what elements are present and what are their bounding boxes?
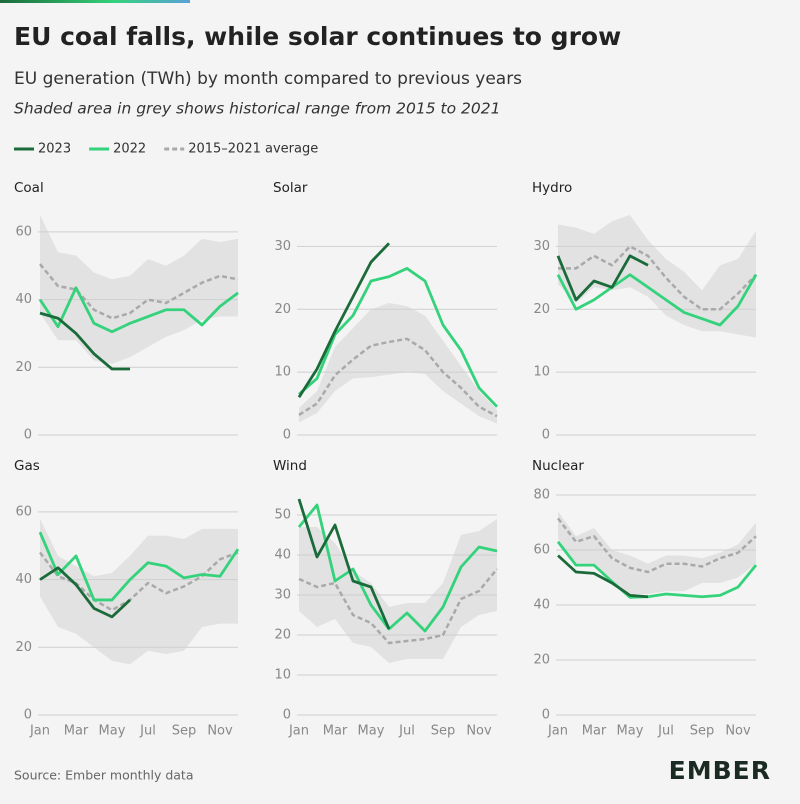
series-line bbox=[298, 267, 499, 408]
y-tick-label: 0 bbox=[283, 708, 291, 723]
title: EU coal falls, while solar continues to … bbox=[14, 22, 621, 51]
panel-title: Solar bbox=[273, 180, 308, 196]
legend-label: 2015–2021 average bbox=[188, 142, 318, 157]
series-line bbox=[557, 554, 649, 599]
historical-range bbox=[40, 518, 238, 665]
y-tick-label: 50 bbox=[274, 508, 291, 523]
x-tick-label: Nov bbox=[207, 724, 233, 739]
series-line bbox=[38, 531, 240, 602]
x-tick-label: May bbox=[358, 724, 385, 739]
panel-title: Nuclear bbox=[532, 458, 584, 474]
x-tick-label: Jan bbox=[288, 724, 309, 739]
x-tick-label: Jan bbox=[29, 724, 50, 739]
panel-title: Gas bbox=[14, 458, 40, 474]
x-tick-label: Jul bbox=[139, 724, 156, 739]
x-tick-label: Sep bbox=[431, 724, 456, 739]
panel-title: Hydro bbox=[532, 180, 572, 196]
x-tick-label: Mar bbox=[582, 724, 607, 739]
y-tick-label: 60 bbox=[15, 504, 32, 519]
historical-range bbox=[299, 303, 497, 424]
x-tick-label: Sep bbox=[690, 724, 715, 739]
top-bar bbox=[0, 0, 190, 3]
y-tick-label: 30 bbox=[533, 239, 550, 254]
y-tick-label: 40 bbox=[15, 572, 32, 587]
y-tick-label: 20 bbox=[15, 360, 32, 375]
series-line bbox=[556, 254, 649, 302]
note: Shaded area in grey shows historical ran… bbox=[14, 100, 500, 118]
y-tick-label: 80 bbox=[533, 488, 550, 503]
y-tick-label: 20 bbox=[533, 653, 550, 668]
series-line bbox=[556, 540, 758, 599]
y-tick-label: 30 bbox=[274, 588, 291, 603]
subtitle: EU generation (TWh) by month compared to… bbox=[14, 69, 522, 89]
x-tick-label: May bbox=[617, 724, 644, 739]
legend-label: 2022 bbox=[113, 142, 146, 157]
x-tick-label: Jul bbox=[398, 724, 415, 739]
series-line bbox=[558, 245, 757, 311]
y-tick-label: 0 bbox=[24, 428, 32, 443]
y-tick-label: 60 bbox=[15, 224, 32, 239]
legend-label: 2023 bbox=[38, 142, 71, 157]
panel-title: Coal bbox=[14, 180, 44, 196]
historical-range bbox=[558, 215, 756, 338]
series-line bbox=[556, 273, 758, 327]
series-line bbox=[297, 503, 498, 633]
series-line bbox=[38, 286, 239, 334]
series-line bbox=[297, 498, 391, 630]
series-line bbox=[298, 568, 498, 645]
x-tick-label: Mar bbox=[323, 724, 348, 739]
historical-range bbox=[558, 511, 756, 594]
y-tick-label: 0 bbox=[542, 708, 550, 723]
x-tick-label: Nov bbox=[466, 724, 492, 739]
series-line bbox=[39, 311, 130, 371]
historical-range bbox=[40, 215, 238, 364]
x-tick-label: Mar bbox=[64, 724, 89, 739]
y-tick-label: 40 bbox=[15, 292, 32, 307]
y-tick-label: 20 bbox=[274, 302, 291, 317]
y-tick-label: 20 bbox=[274, 628, 291, 643]
source: Source: Ember monthly data bbox=[14, 768, 194, 783]
x-tick-label: Sep bbox=[172, 724, 197, 739]
y-tick-label: 10 bbox=[533, 365, 550, 380]
y-tick-label: 60 bbox=[533, 543, 550, 558]
logo: EMBER bbox=[669, 756, 771, 785]
y-tick-label: 40 bbox=[274, 548, 291, 563]
series-line bbox=[297, 242, 391, 399]
x-tick-label: Jul bbox=[657, 724, 674, 739]
y-tick-label: 30 bbox=[274, 239, 291, 254]
series-line bbox=[298, 337, 498, 418]
x-tick-label: May bbox=[99, 724, 126, 739]
y-tick-label: 0 bbox=[542, 428, 550, 443]
x-tick-label: Jan bbox=[547, 724, 568, 739]
y-tick-label: 0 bbox=[24, 708, 32, 723]
y-tick-label: 40 bbox=[533, 598, 550, 613]
x-tick-label: Nov bbox=[725, 724, 751, 739]
y-tick-label: 0 bbox=[283, 428, 291, 443]
panel-title: Wind bbox=[273, 458, 307, 474]
series-line bbox=[39, 566, 131, 619]
legend: 2023 2022 2015–2021 average bbox=[14, 142, 318, 157]
y-tick-label: 20 bbox=[15, 640, 32, 655]
y-tick-label: 20 bbox=[533, 302, 550, 317]
series-line bbox=[39, 551, 239, 612]
y-tick-label: 10 bbox=[274, 365, 291, 380]
series-line bbox=[557, 517, 757, 574]
series-line bbox=[39, 263, 239, 320]
y-tick-label: 10 bbox=[274, 668, 291, 683]
